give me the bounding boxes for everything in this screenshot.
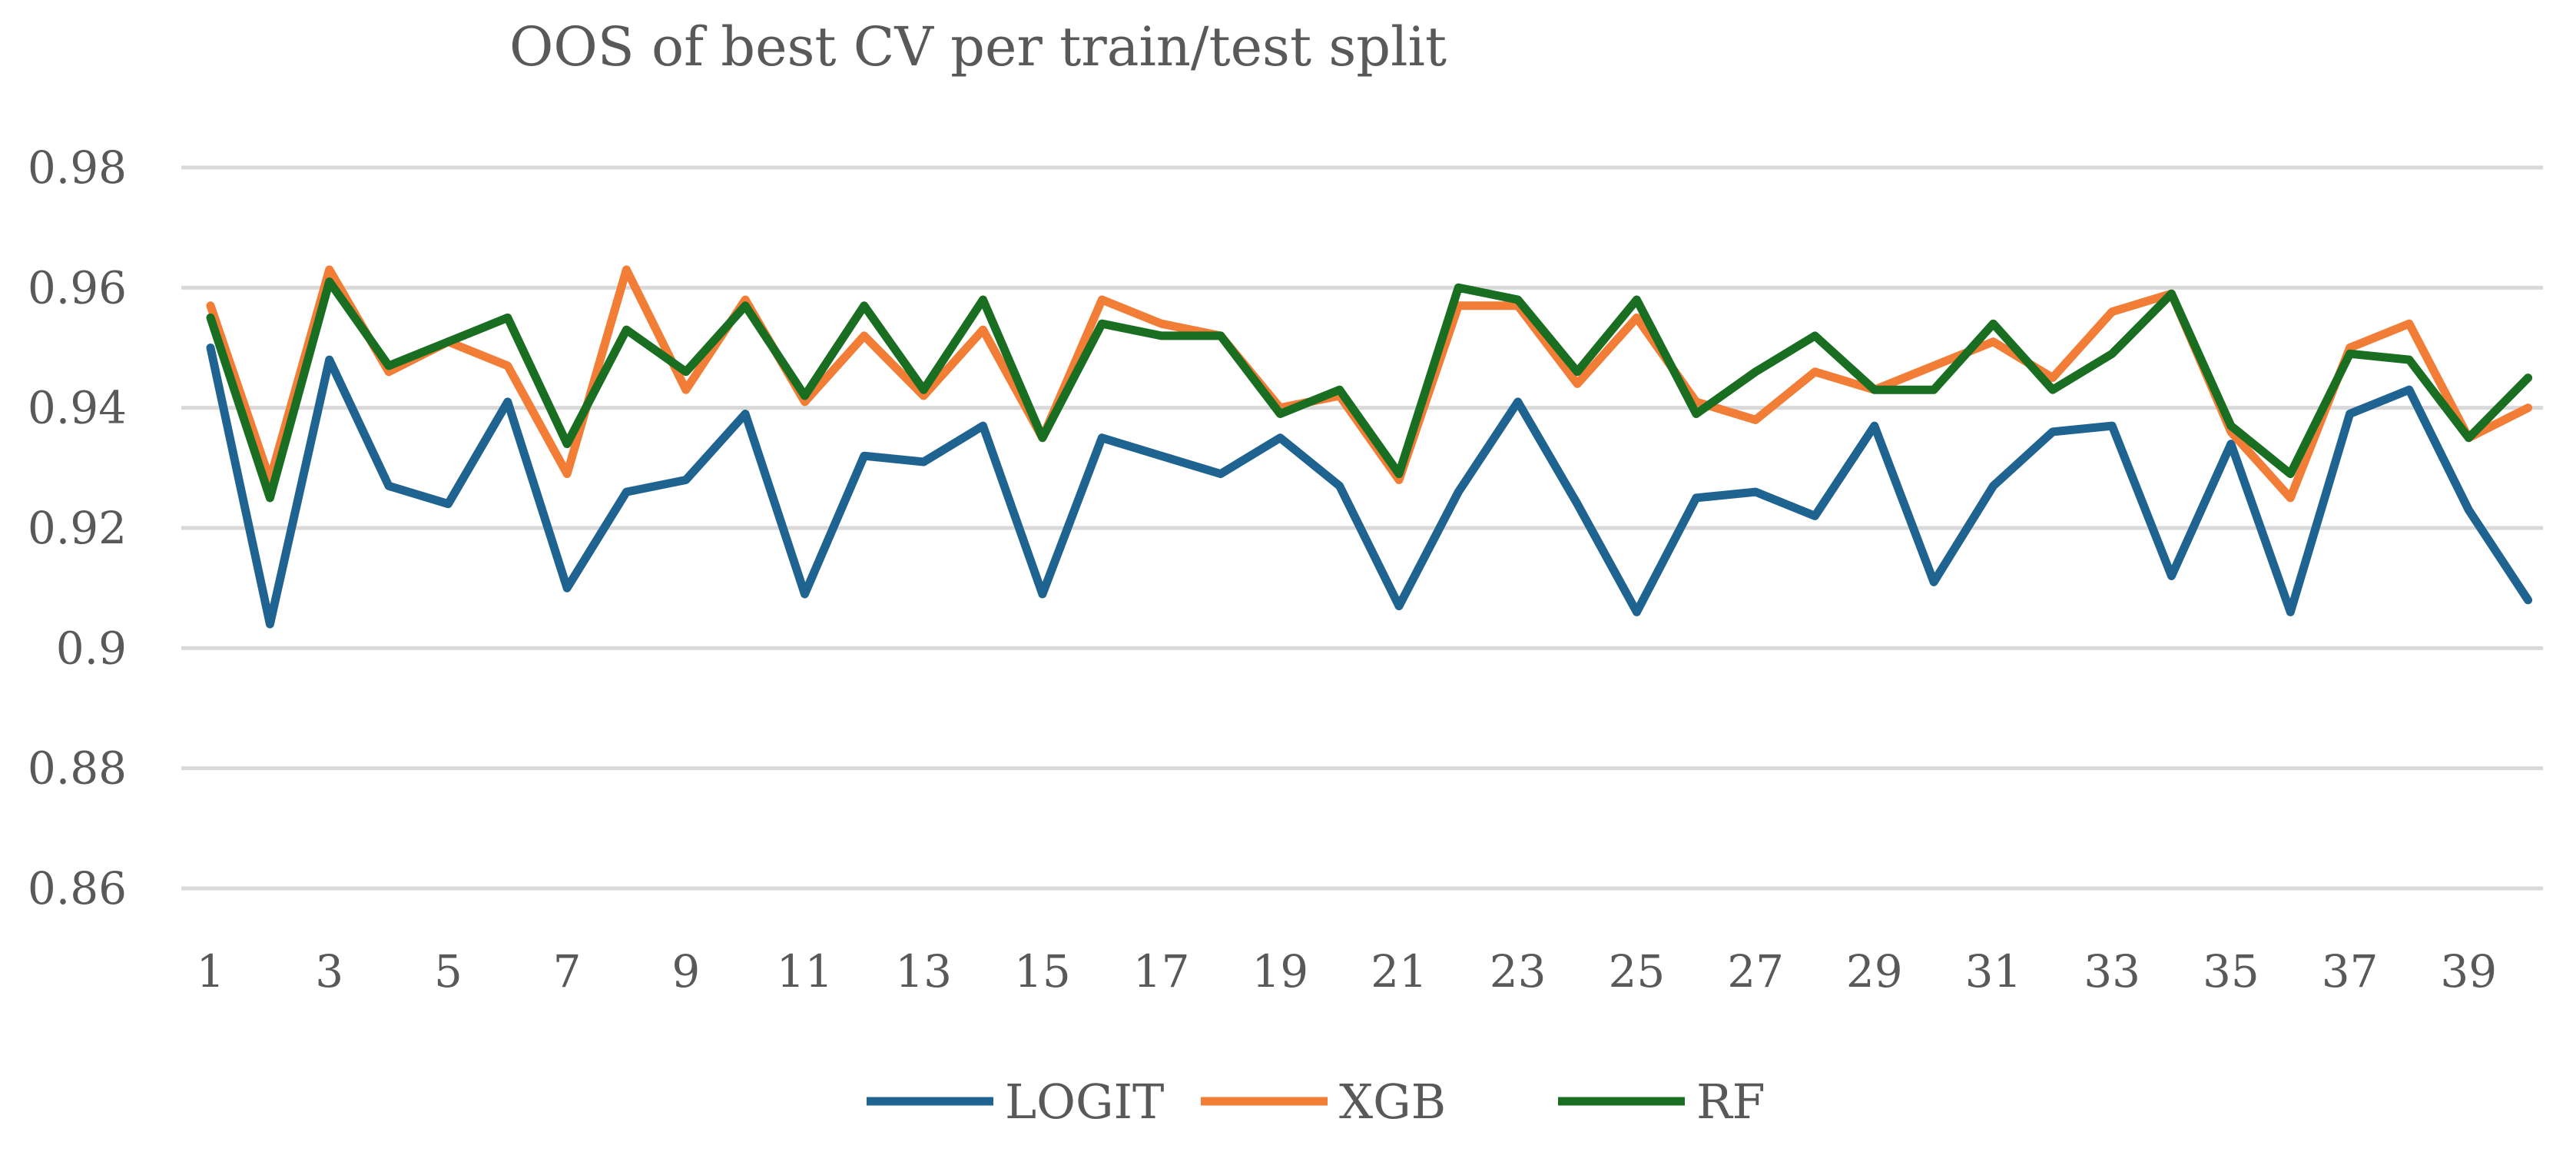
x-tick-label: 7	[553, 945, 582, 998]
legend-label-xgb: XGB	[1339, 1074, 1446, 1130]
y-tick-label: 0.96	[28, 261, 127, 314]
x-tick-label: 9	[671, 945, 700, 998]
y-tick-label: 0.86	[28, 862, 127, 915]
x-tick-label: 39	[2440, 945, 2497, 998]
x-tick-label: 33	[2084, 945, 2140, 998]
x-tick-label: 13	[895, 945, 952, 998]
y-axis-tick-labels: 0.86 0.88 0.9 0.92 0.94 0.96 0.98	[28, 141, 127, 915]
legend: LOGIT XGB RF	[867, 1074, 1765, 1130]
x-tick-label: 15	[1014, 945, 1071, 998]
x-tick-label: 29	[1846, 945, 1903, 998]
x-tick-label: 31	[1965, 945, 2022, 998]
y-tick-label: 0.94	[28, 382, 127, 434]
x-tick-label: 19	[1252, 945, 1308, 998]
x-tick-label: 3	[315, 945, 343, 998]
x-tick-label: 27	[1727, 945, 1784, 998]
x-tick-label: 21	[1371, 945, 1427, 998]
x-tick-label: 5	[434, 945, 462, 998]
y-tick-label: 0.92	[28, 502, 127, 554]
series-line-rf	[206, 277, 2533, 503]
x-axis-tick-labels: 1 3 5 7 9 11 13 15 17 19 21 23 25 27 29 31 33 35 37 39	[197, 945, 2498, 998]
legend-label-rf: RF	[1696, 1074, 1765, 1130]
y-tick-label: 0.88	[28, 742, 127, 795]
x-tick-label: 37	[2322, 945, 2379, 998]
legend-label-logit: LOGIT	[1005, 1074, 1164, 1130]
series-lines	[206, 265, 2533, 629]
gridlines	[181, 165, 2543, 891]
chart-title: OOS of best CV per train/test split	[509, 15, 1447, 78]
y-tick-label: 0.9	[56, 622, 127, 674]
x-tick-label: 1	[197, 945, 225, 998]
x-tick-label: 23	[1490, 945, 1547, 998]
series-line-logit	[206, 344, 2533, 629]
x-tick-label: 17	[1133, 945, 1190, 998]
x-tick-label: 11	[777, 945, 834, 998]
y-tick-label: 0.98	[28, 141, 127, 194]
x-tick-label: 25	[1608, 945, 1665, 998]
x-tick-label: 35	[2203, 945, 2259, 998]
